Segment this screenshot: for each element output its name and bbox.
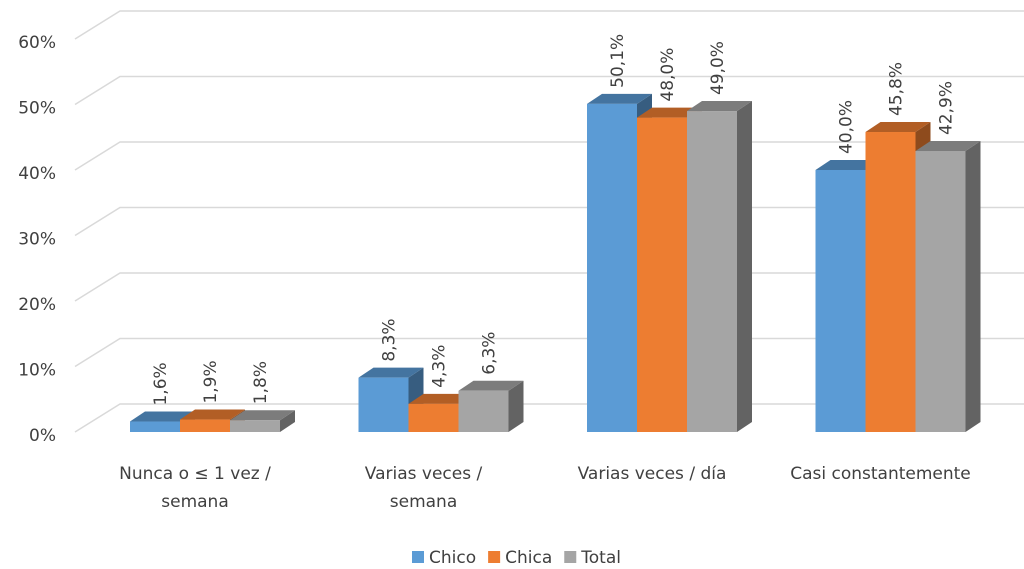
legend-label: Chico: [429, 548, 476, 568]
legend-label: Chica: [505, 548, 552, 568]
data-label: 1,6%: [151, 362, 171, 405]
bar-top: [408, 393, 474, 404]
bar-top: [915, 141, 981, 152]
bar-side: [965, 141, 981, 432]
bar-top: [358, 367, 424, 378]
data-label: 6,3%: [480, 332, 500, 375]
bar: [815, 170, 866, 432]
y-tick-label: 60%: [18, 33, 56, 53]
y-tick-label: 0%: [29, 426, 56, 446]
bar-top: [687, 101, 752, 112]
data-label: 42,9%: [937, 81, 957, 135]
bar: [865, 132, 916, 432]
bar-top: [230, 410, 295, 421]
x-tick-label: semana: [390, 492, 458, 512]
x-tick-label: Varias veces /: [365, 464, 483, 484]
bar-top: [130, 411, 195, 422]
x-tick-label: Nunca o ≤ 1 vez /: [119, 464, 271, 484]
bar: [637, 117, 687, 432]
x-tick-label: semana: [161, 492, 229, 512]
y-tick-label: 40%: [18, 164, 56, 184]
data-label: 48,0%: [658, 48, 678, 102]
bar: [180, 419, 230, 432]
data-label: 45,8%: [887, 62, 907, 116]
bar-top: [865, 122, 931, 133]
data-label: 1,8%: [251, 361, 271, 404]
data-label: 49,0%: [708, 41, 728, 95]
legend-swatch: [412, 551, 424, 563]
bar: [230, 420, 280, 432]
bar-top: [180, 409, 245, 420]
grid-line: [74, 75, 1024, 106]
legend-swatch: [488, 551, 501, 563]
bar-top: [815, 160, 881, 170]
bar: [130, 421, 180, 432]
data-label: 40,0%: [837, 100, 857, 154]
bar: [408, 403, 459, 432]
bar-side: [737, 101, 752, 433]
bar-top: [458, 380, 524, 391]
bar: [587, 103, 637, 432]
bar: [458, 390, 509, 432]
grid-line: [74, 10, 1024, 40]
bar-top: [587, 93, 652, 104]
y-tick-label: 30%: [18, 230, 56, 250]
legend-label: Total: [580, 548, 621, 568]
bar-side: [280, 410, 295, 432]
bar: [915, 151, 966, 432]
data-label: 4,3%: [430, 345, 450, 388]
data-label: 8,3%: [380, 318, 400, 361]
y-tick-label: 10%: [18, 361, 56, 381]
y-tick-label: 20%: [18, 295, 56, 315]
bar: [687, 111, 737, 433]
y-tick-label: 50%: [18, 99, 56, 119]
bar-top: [637, 107, 702, 118]
bar-side: [508, 380, 524, 432]
bar: [358, 377, 409, 432]
legend-swatch: [564, 551, 577, 563]
x-tick-label: Casi constantemente: [790, 464, 971, 484]
x-tick-label: Varias veces / día: [578, 464, 727, 484]
data-label: 1,9%: [201, 360, 221, 403]
data-label: 50,1%: [608, 34, 628, 88]
